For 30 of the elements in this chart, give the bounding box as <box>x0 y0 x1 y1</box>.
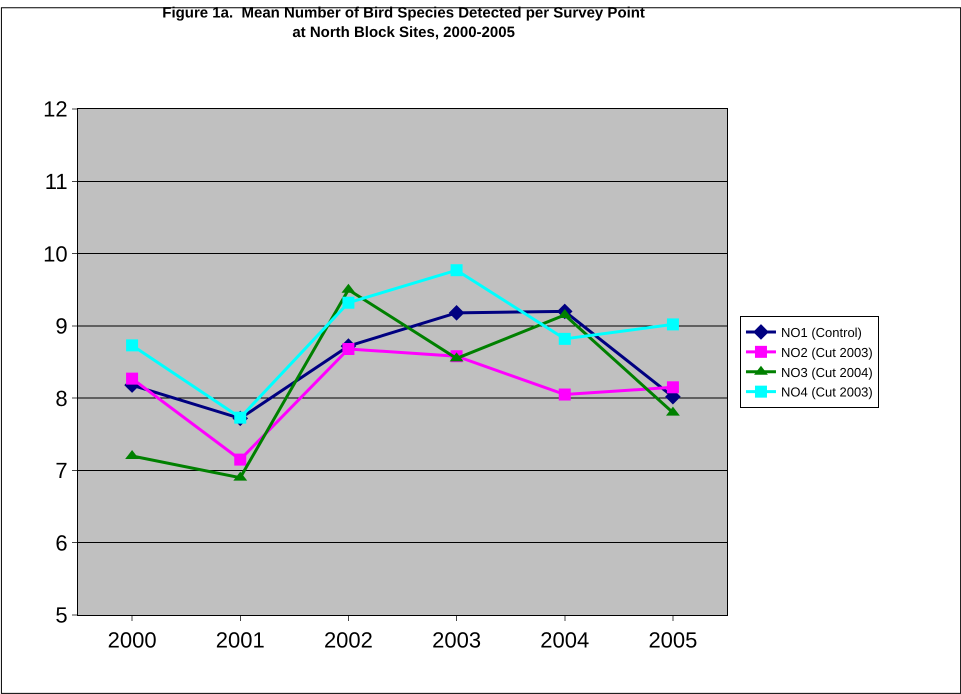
point <box>448 305 464 321</box>
y-tick-label: 12 <box>43 96 68 122</box>
x-tick-label: 2004 <box>540 627 590 652</box>
x-tick-label: 2005 <box>648 627 698 652</box>
legend-label: NO2 (Cut 2003) <box>780 344 873 360</box>
point <box>342 296 354 309</box>
point <box>666 318 679 330</box>
x-tick-label: 2000 <box>108 627 157 652</box>
x-tick-label: 2001 <box>216 627 265 652</box>
legend-label: NO1 (Control) <box>780 325 862 340</box>
point <box>666 381 679 394</box>
x-tick-label: 2002 <box>324 627 373 652</box>
point <box>126 372 138 385</box>
y-tick-label: 8 <box>55 386 68 411</box>
point <box>234 454 246 466</box>
point <box>558 332 571 345</box>
chart-title: Figure 1a. Mean Number of Bird Species Detected per Survey Point at North Block Sites, 2000-2005 <box>162 4 645 41</box>
y-tick-label: 7 <box>55 458 68 484</box>
x-tick-label: 2003 <box>432 627 482 652</box>
y-tick-label: 10 <box>43 241 68 266</box>
legend-label: NO3 (Cut 2004) <box>780 364 873 380</box>
y-tick-label: 11 <box>44 168 68 194</box>
y-tick-label: 5 <box>55 602 68 628</box>
point <box>450 264 463 276</box>
y-tick-label: 9 <box>55 314 68 339</box>
point <box>126 339 138 352</box>
y-tick-label: 6 <box>55 530 68 556</box>
point <box>342 342 354 355</box>
legend-label: NO4 (Cut 2003) <box>780 384 873 400</box>
point <box>558 388 571 401</box>
